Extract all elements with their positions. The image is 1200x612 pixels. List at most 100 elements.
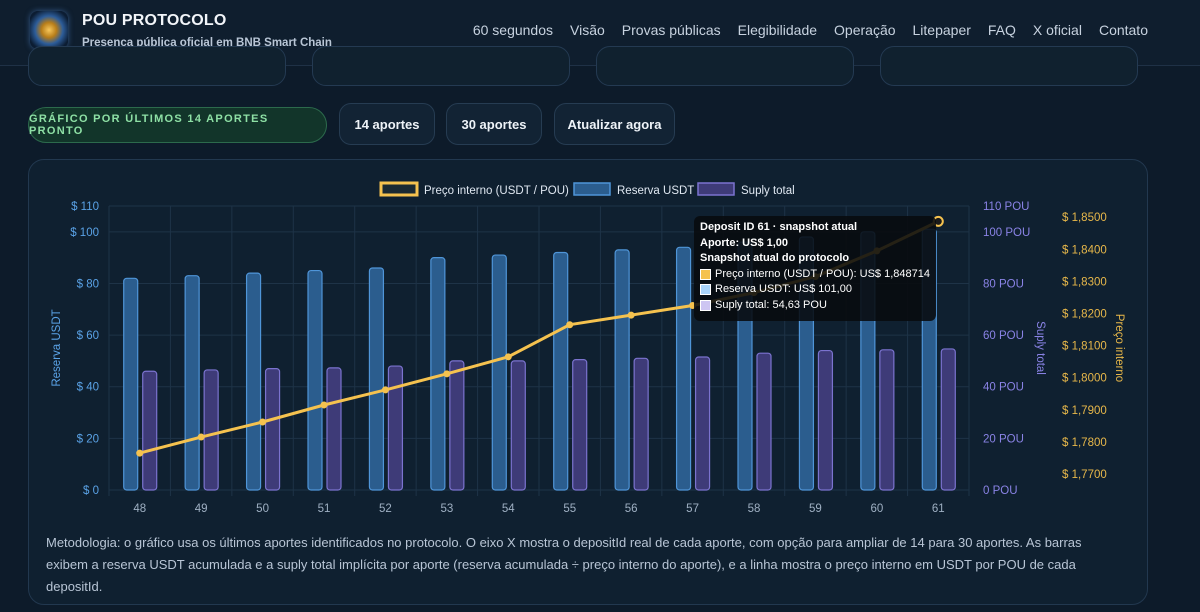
reserve-bar[interactable] xyxy=(123,277,139,491)
tooltip-reserve-row: Reserva USDT: US$ 101,00 xyxy=(700,282,930,298)
price-point[interactable] xyxy=(566,321,574,329)
tooltip-supply-row: Suply total: 54,63 POU xyxy=(700,298,930,314)
nav-60-segundos[interactable]: 60 segundos xyxy=(472,22,554,38)
x-tick-label: 53 xyxy=(440,503,453,515)
nav-faq[interactable]: FAQ xyxy=(987,22,1016,38)
x-tick-label: 55 xyxy=(563,503,576,515)
supply-bar[interactable] xyxy=(326,367,342,491)
left-tick-label: $ 110 xyxy=(71,201,99,213)
nav-litepaper[interactable]: Litepaper xyxy=(912,22,971,38)
price-tick-label: $ 1,8500 xyxy=(1062,212,1107,224)
stat-card xyxy=(28,46,286,86)
x-tick-label: 54 xyxy=(502,503,515,515)
left-tick-label: $ 60 xyxy=(77,330,99,342)
price-point[interactable] xyxy=(381,386,389,394)
nav-elegibilidade[interactable]: Elegibilidade xyxy=(737,22,818,38)
price-point[interactable] xyxy=(136,449,144,457)
left-tick-label: $ 80 xyxy=(77,278,99,290)
legend-reserve-swatch xyxy=(573,182,611,196)
supply-bar[interactable] xyxy=(633,357,649,491)
price-tick-label: $ 1,8400 xyxy=(1062,244,1107,256)
price-tick-label: $ 1,7900 xyxy=(1062,405,1107,417)
price-tick-label: $ 1,8200 xyxy=(1062,309,1107,321)
price-point[interactable] xyxy=(197,433,205,441)
x-tick-label: 56 xyxy=(625,503,638,515)
supply-bar[interactable] xyxy=(510,360,526,491)
x-tick-label: 57 xyxy=(686,503,699,515)
stat-card xyxy=(880,46,1138,86)
pou-tick-label: 40 POU xyxy=(983,382,1024,394)
supply-bar[interactable] xyxy=(940,348,956,491)
supply-swatch-icon xyxy=(700,299,711,311)
pou-tick-label: 80 POU xyxy=(983,278,1024,290)
left-tick-label: $ 100 xyxy=(70,227,99,239)
nav-provas-publicas[interactable]: Provas públicas xyxy=(621,22,721,38)
x-tick-label: 59 xyxy=(809,503,822,515)
reserve-swatch-icon xyxy=(700,284,711,296)
price-point[interactable] xyxy=(504,353,512,361)
x-tick-label: 52 xyxy=(379,503,392,515)
price-point[interactable] xyxy=(627,311,635,319)
reserve-bar[interactable] xyxy=(307,269,323,491)
tooltip-aporte: Aporte: US$ 1,00 xyxy=(700,236,789,249)
nav-x-oficial[interactable]: X oficial xyxy=(1032,22,1082,38)
price-tick-label: $ 1,7700 xyxy=(1062,469,1107,481)
legend-supply-label: Suply total xyxy=(741,185,795,197)
price-axis-title: Preço interno xyxy=(1113,314,1125,382)
supply-bar[interactable] xyxy=(572,359,588,491)
stat-card xyxy=(312,46,570,86)
left-axis-title: Reserva USDT xyxy=(51,309,63,386)
left-tick-label: $ 0 xyxy=(83,485,99,497)
price-swatch-icon xyxy=(700,268,711,280)
tooltip-snapshot: Snapshot atual do protocolo xyxy=(700,252,850,264)
supply-bar[interactable] xyxy=(142,370,158,491)
reserve-bar[interactable] xyxy=(184,275,200,491)
pou-tick-label: 20 POU xyxy=(983,433,1024,445)
nav-visao[interactable]: Visão xyxy=(570,22,605,38)
x-tick-label: 48 xyxy=(133,503,146,515)
reserve-bar[interactable] xyxy=(491,254,507,491)
supply-bar[interactable] xyxy=(756,352,772,491)
legend-price-swatch xyxy=(379,181,419,197)
nav-operacao[interactable]: Operação xyxy=(834,22,896,38)
reserve-bar[interactable] xyxy=(368,267,385,491)
reserve-bar[interactable] xyxy=(245,272,262,491)
tooltip-price-row: Preço interno (USDT / POU): US$ 1,848714 xyxy=(700,267,930,283)
supply-bar[interactable] xyxy=(817,349,834,491)
legend-supply-swatch xyxy=(697,182,735,196)
reserve-bar[interactable] xyxy=(614,249,630,491)
brand-title[interactable]: POU PROTOCOLO xyxy=(82,12,227,29)
price-point[interactable] xyxy=(443,370,451,378)
tooltip-supply: Suply total: 54,63 POU xyxy=(715,298,827,311)
price-point[interactable] xyxy=(320,401,328,409)
refresh-button[interactable]: Atualizar agora xyxy=(554,103,675,145)
stat-card xyxy=(596,46,854,86)
left-tick-label: $ 20 xyxy=(77,433,99,445)
pou-tick-label: 110 POU xyxy=(983,201,1029,213)
supply-bar[interactable] xyxy=(694,356,711,491)
legend-price-label: Preço interno (USDT / POU) xyxy=(424,185,569,197)
supply-bar[interactable] xyxy=(264,368,281,491)
pou-tick-label: 0 POU xyxy=(983,485,1018,497)
supply-bar[interactable] xyxy=(203,369,219,491)
pou-tick-label: 100 POU xyxy=(983,227,1030,239)
tooltip-price: Preço interno (USDT / POU): US$ 1,848714 xyxy=(714,267,930,280)
14-aportes-button[interactable]: 14 aportes xyxy=(339,103,435,145)
price-tick-label: $ 1,8000 xyxy=(1062,373,1107,385)
30-aportes-button[interactable]: 30 aportes xyxy=(446,103,542,145)
pou-tick-label: 60 POU xyxy=(983,330,1024,342)
supply-bar[interactable] xyxy=(879,349,895,491)
nav-contato[interactable]: Contato xyxy=(1098,22,1148,38)
logo-icon[interactable] xyxy=(30,11,68,49)
reserve-bar[interactable] xyxy=(553,251,569,491)
supply-bar[interactable] xyxy=(449,360,465,491)
tooltip-title: Deposit ID 61 · snapshot atual xyxy=(700,221,858,233)
chart-tooltip: Deposit ID 61 · snapshot atual Aporte: U… xyxy=(694,216,936,321)
price-point[interactable] xyxy=(259,418,267,426)
methodology-text: Metodologia: o gráfico usa os últimos ap… xyxy=(46,535,1082,594)
supply-bar[interactable] xyxy=(387,365,404,491)
stat-cards-strip xyxy=(28,46,1178,88)
reserve-bar[interactable] xyxy=(675,246,692,491)
x-tick-label: 58 xyxy=(748,503,761,515)
